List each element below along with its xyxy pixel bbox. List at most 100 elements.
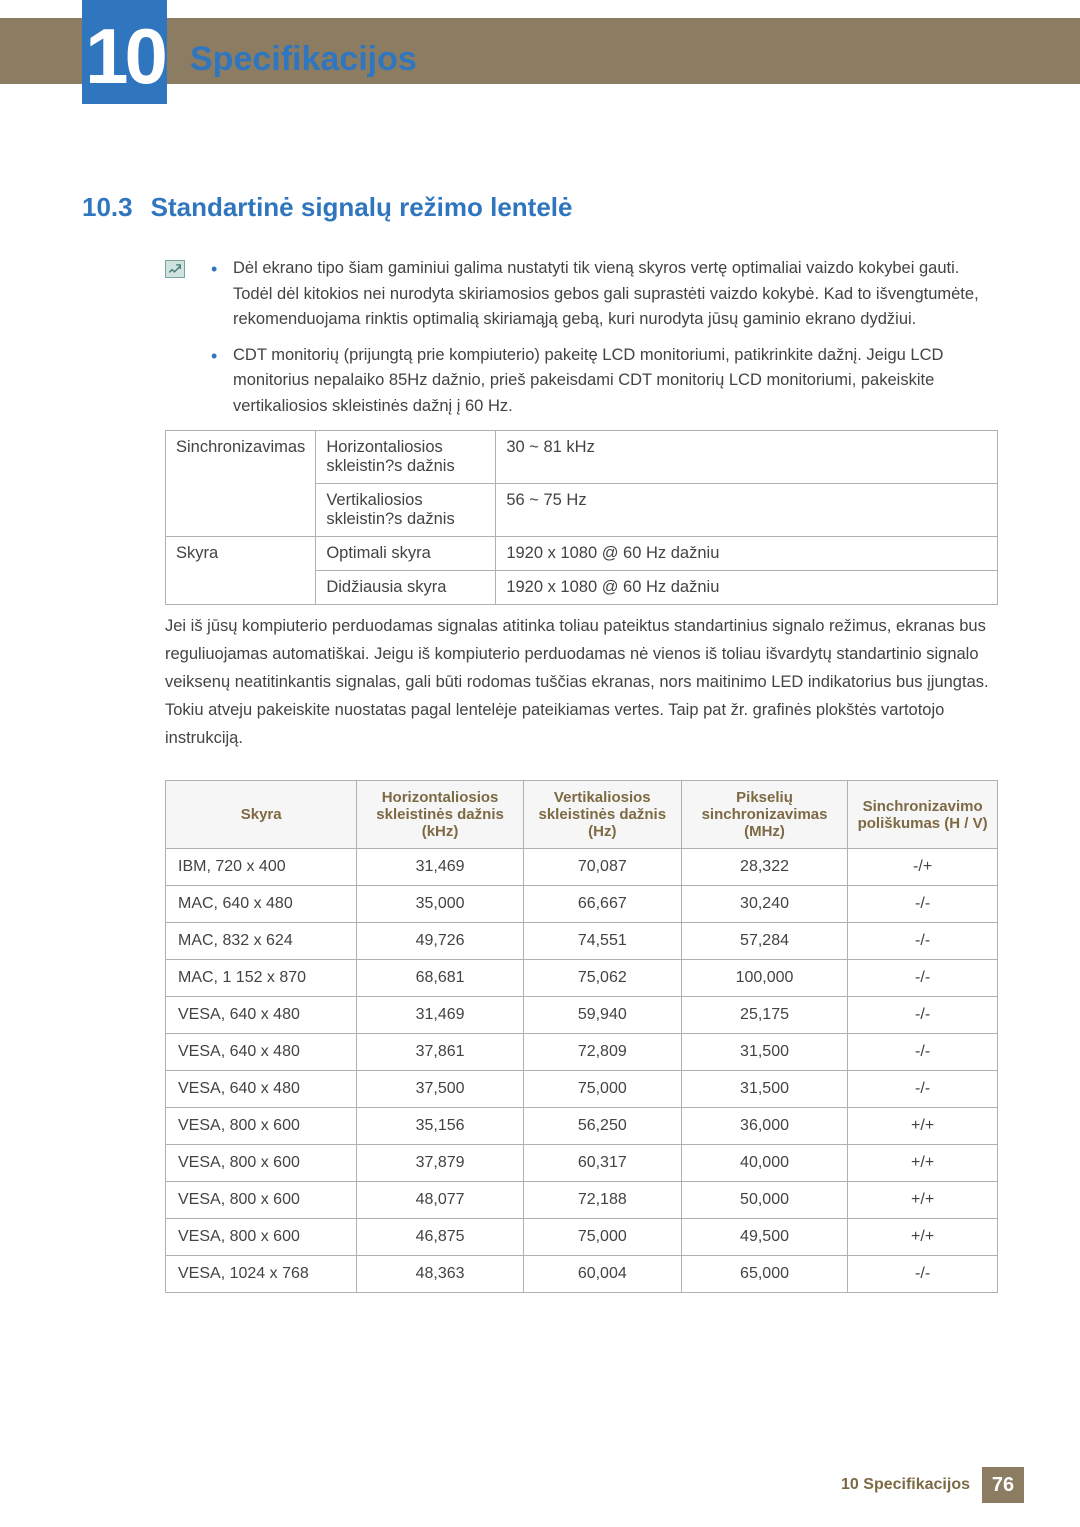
mode-value-cell: 68,681 xyxy=(357,960,523,997)
mode-value-cell: +/+ xyxy=(848,1145,998,1182)
mode-value-cell: 65,000 xyxy=(681,1256,847,1293)
mode-value-cell: 35,000 xyxy=(357,886,523,923)
body-paragraph: Jei iš jūsų kompiuterio perduodamas sign… xyxy=(165,612,998,752)
mode-name-cell: MAC, 832 x 624 xyxy=(166,923,357,960)
mode-value-cell: +/+ xyxy=(848,1108,998,1145)
mode-value-cell: 74,551 xyxy=(523,923,681,960)
mode-value-cell: -/- xyxy=(848,1034,998,1071)
spec-label-cell: Horizontaliosios skleistin?s dažnis xyxy=(316,431,496,484)
column-header: Horizontaliosios skleistinės dažnis (kHz… xyxy=(357,781,523,849)
mode-value-cell: 25,175 xyxy=(681,997,847,1034)
mode-value-cell: 31,469 xyxy=(357,849,523,886)
mode-name-cell: MAC, 640 x 480 xyxy=(166,886,357,923)
mode-value-cell: 31,500 xyxy=(681,1071,847,1108)
mode-value-cell: 28,322 xyxy=(681,849,847,886)
spec-value-cell: 1920 x 1080 @ 60 Hz dažniu xyxy=(496,537,998,571)
mode-name-cell: IBM, 720 x 400 xyxy=(166,849,357,886)
section-title: Standartinė signalų režimo lentelė xyxy=(151,192,573,223)
mode-name-cell: VESA, 640 x 480 xyxy=(166,997,357,1034)
table-row: VESA, 800 x 60046,87575,00049,500+/+ xyxy=(166,1219,998,1256)
spec-table: SinchronizavimasHorizontaliosios skleist… xyxy=(165,430,998,605)
section-heading: 10.3 Standartinė signalų režimo lentelė xyxy=(82,192,998,223)
mode-name-cell: VESA, 800 x 600 xyxy=(166,1108,357,1145)
spec-label-cell: Optimali skyra xyxy=(316,537,496,571)
table-row: SinchronizavimasHorizontaliosios skleist… xyxy=(166,431,998,484)
mode-value-cell: 31,500 xyxy=(681,1034,847,1071)
column-header: Skyra xyxy=(166,781,357,849)
mode-value-cell: 37,500 xyxy=(357,1071,523,1108)
table-row: VESA, 1024 x 76848,36360,00465,000-/- xyxy=(166,1256,998,1293)
spec-value-cell: 1920 x 1080 @ 60 Hz dažniu xyxy=(496,571,998,605)
table-row: SkyraOptimali skyra1920 x 1080 @ 60 Hz d… xyxy=(166,537,998,571)
section-number: 10.3 xyxy=(82,192,133,223)
mode-value-cell: 72,188 xyxy=(523,1182,681,1219)
chapter-number-badge: 10 xyxy=(82,0,167,104)
column-header: Vertikaliosios skleistinės dažnis (Hz) xyxy=(523,781,681,849)
mode-value-cell: 40,000 xyxy=(681,1145,847,1182)
mode-value-cell: 49,500 xyxy=(681,1219,847,1256)
mode-value-cell: 50,000 xyxy=(681,1182,847,1219)
table-row: VESA, 800 x 60037,87960,31740,000+/+ xyxy=(166,1145,998,1182)
mode-value-cell: 57,284 xyxy=(681,923,847,960)
mode-value-cell: -/- xyxy=(848,886,998,923)
mode-value-cell: 49,726 xyxy=(357,923,523,960)
mode-value-cell: 36,000 xyxy=(681,1108,847,1145)
column-header: Sinchronizavimo poliškumas (H / V) xyxy=(848,781,998,849)
mode-name-cell: VESA, 1024 x 768 xyxy=(166,1256,357,1293)
column-header: Pikselių sinchronizavimas (MHz) xyxy=(681,781,847,849)
mode-value-cell: 35,156 xyxy=(357,1108,523,1145)
table-row: MAC, 640 x 48035,00066,66730,240-/- xyxy=(166,886,998,923)
signal-mode-table: SkyraHorizontaliosios skleistinės dažnis… xyxy=(165,780,998,1293)
mode-name-cell: VESA, 640 x 480 xyxy=(166,1071,357,1108)
footer-text: 10 Specifikacijos xyxy=(841,1476,970,1494)
mode-name-cell: VESA, 800 x 600 xyxy=(166,1182,357,1219)
mode-value-cell: 70,087 xyxy=(523,849,681,886)
spec-label-cell: Vertikaliosios skleistin?s dažnis xyxy=(316,484,496,537)
mode-name-cell: VESA, 640 x 480 xyxy=(166,1034,357,1071)
note-block: Dėl ekrano tipo šiam gaminiui galima nus… xyxy=(165,256,998,429)
mode-value-cell: 48,363 xyxy=(357,1256,523,1293)
mode-value-cell: -/- xyxy=(848,997,998,1034)
spec-label-cell: Didžiausia skyra xyxy=(316,571,496,605)
mode-value-cell: 100,000 xyxy=(681,960,847,997)
mode-value-cell: -/+ xyxy=(848,849,998,886)
mode-value-cell: -/- xyxy=(848,1256,998,1293)
mode-value-cell: +/+ xyxy=(848,1219,998,1256)
table-row: MAC, 1 152 x 87068,68175,062100,000-/- xyxy=(166,960,998,997)
chapter-title: Specifikacijos xyxy=(190,40,417,79)
mode-value-cell: 31,469 xyxy=(357,997,523,1034)
table-row: VESA, 800 x 60048,07772,18850,000+/+ xyxy=(166,1182,998,1219)
spec-group-cell: Skyra xyxy=(166,537,316,605)
mode-value-cell: 30,240 xyxy=(681,886,847,923)
mode-value-cell: 75,000 xyxy=(523,1071,681,1108)
table-row: IBM, 720 x 40031,46970,08728,322-/+ xyxy=(166,849,998,886)
mode-name-cell: VESA, 800 x 600 xyxy=(166,1145,357,1182)
table-row: VESA, 640 x 48037,86172,80931,500-/- xyxy=(166,1034,998,1071)
mode-value-cell: -/- xyxy=(848,923,998,960)
mode-name-cell: MAC, 1 152 x 870 xyxy=(166,960,357,997)
mode-value-cell: 37,879 xyxy=(357,1145,523,1182)
table-row: VESA, 640 x 48031,46959,94025,175-/- xyxy=(166,997,998,1034)
table-row: VESA, 800 x 60035,15656,25036,000+/+ xyxy=(166,1108,998,1145)
table-row: MAC, 832 x 62449,72674,55157,284-/- xyxy=(166,923,998,960)
note-icon xyxy=(165,260,185,278)
table-row: VESA, 640 x 48037,50075,00031,500-/- xyxy=(166,1071,998,1108)
spec-value-cell: 30 ~ 81 kHz xyxy=(496,431,998,484)
note-item: CDT monitorių (prijungtą prie kompiuteri… xyxy=(207,343,998,420)
mode-value-cell: 60,317 xyxy=(523,1145,681,1182)
page-number-badge: 76 xyxy=(982,1467,1024,1503)
mode-value-cell: 75,000 xyxy=(523,1219,681,1256)
mode-name-cell: VESA, 800 x 600 xyxy=(166,1219,357,1256)
mode-value-cell: +/+ xyxy=(848,1182,998,1219)
spec-value-cell: 56 ~ 75 Hz xyxy=(496,484,998,537)
mode-value-cell: 37,861 xyxy=(357,1034,523,1071)
mode-value-cell: 66,667 xyxy=(523,886,681,923)
mode-value-cell: 72,809 xyxy=(523,1034,681,1071)
mode-value-cell: 59,940 xyxy=(523,997,681,1034)
mode-value-cell: -/- xyxy=(848,1071,998,1108)
mode-value-cell: 75,062 xyxy=(523,960,681,997)
mode-value-cell: 60,004 xyxy=(523,1256,681,1293)
spec-group-cell: Sinchronizavimas xyxy=(166,431,316,537)
mode-value-cell: 56,250 xyxy=(523,1108,681,1145)
mode-value-cell: -/- xyxy=(848,960,998,997)
